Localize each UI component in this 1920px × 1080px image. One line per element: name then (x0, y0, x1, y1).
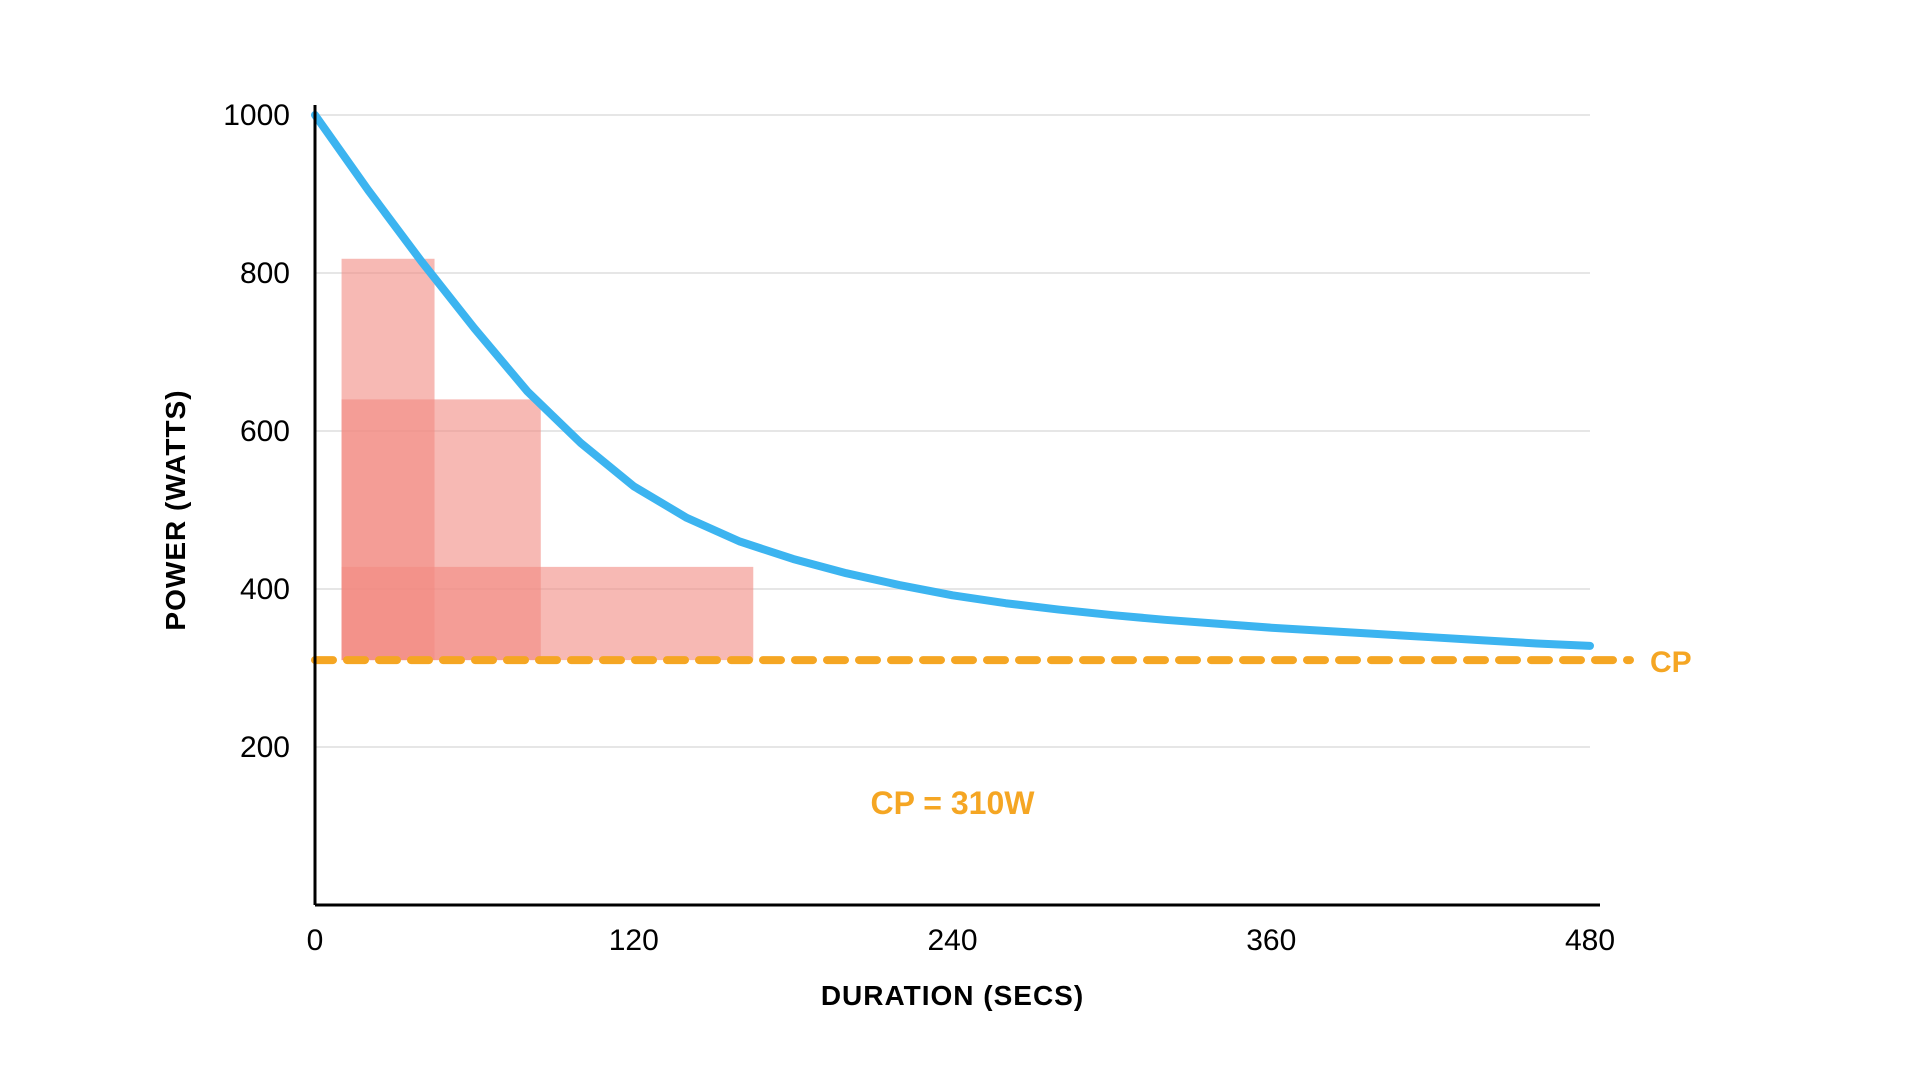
y-axis-label: POWER (WATTS) (160, 389, 191, 630)
x-tick-label: 0 (307, 924, 324, 957)
y-tick-label: 400 (240, 573, 290, 606)
x-tick-label: 240 (927, 924, 977, 957)
cp-annotation: CP = 310W (871, 785, 1036, 821)
wprime-bar-2 (342, 567, 754, 660)
x-axis-label: DURATION (SECS) (821, 980, 1084, 1011)
x-tick-label: 120 (609, 924, 659, 957)
power-duration-chart: 200 400 600 800 1000 0 120 240 360 480 DURATION (S… (0, 0, 1920, 1080)
cp-label: CP (1650, 646, 1692, 679)
x-tick-label: 360 (1246, 924, 1296, 957)
y-tick-label: 800 (240, 257, 290, 290)
y-tick-label: 200 (240, 731, 290, 764)
x-tick-label: 480 (1565, 924, 1615, 957)
y-tick-label: 600 (240, 415, 290, 448)
y-tick-label: 1000 (223, 99, 290, 132)
